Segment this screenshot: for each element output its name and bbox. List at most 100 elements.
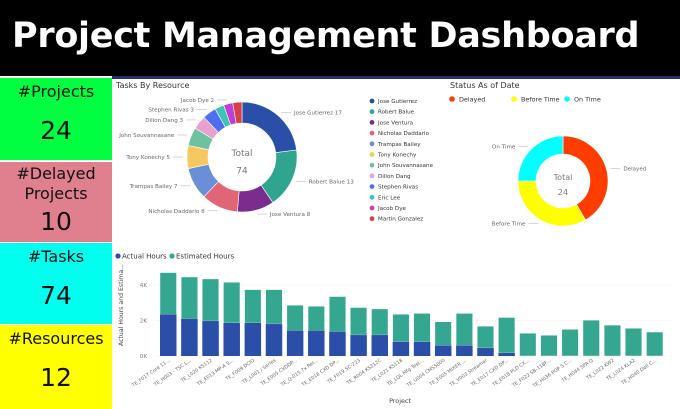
- bar-estimated-hours: [350, 307, 368, 336]
- legend-item: Martin Gonzalez: [378, 217, 423, 223]
- tasks-data-label: Jacob Dye 2: [180, 98, 214, 104]
- x-axis-label: Project: [389, 397, 411, 405]
- bar-actual-hours: [413, 341, 431, 356]
- x-tick-label: TE_E005 MIXER ...: [428, 358, 468, 388]
- bar-actual-hours: [456, 345, 473, 356]
- kpi-value: 24: [40, 116, 72, 145]
- legend-marker: [369, 162, 375, 168]
- bar-estimated-hours: [477, 325, 494, 349]
- legend-marker: [369, 141, 375, 147]
- legend-item: Robert Balue: [378, 110, 415, 116]
- status-center-value: 24: [558, 188, 568, 197]
- tasks-slice: [241, 101, 297, 154]
- x-tick-label: TE_E013 MP-A S...: [195, 358, 235, 388]
- bar-estimated-hours: [223, 282, 241, 324]
- x-tick-label: TE_F019 SC-223: [325, 358, 361, 386]
- bar-estimated-hours: [244, 289, 262, 324]
- status-center-label: Total: [553, 173, 573, 182]
- bar-actual-hours: [392, 341, 410, 356]
- bar-estimated-hours: [180, 276, 198, 319]
- bar-actual-hours: [160, 314, 177, 356]
- tasks-data-label: Trampas Bailey 7: [129, 184, 178, 190]
- tasks-data-label: Robert Balue 13: [309, 179, 354, 185]
- tasks-data-label: Jose Gutierrez 17: [293, 111, 342, 117]
- x-tick-label: TE_R004 KS212C: [345, 357, 383, 386]
- legend-marker: [369, 194, 375, 200]
- legend-item: Actual Hours: [122, 253, 167, 261]
- bar-estimated-hours: [159, 272, 177, 315]
- status-data-label: Delayed: [623, 166, 646, 172]
- legend-marker: [369, 173, 375, 179]
- legend-item: Estimated Hours: [176, 253, 234, 261]
- legend-item: Nicholas Daddario: [378, 131, 430, 137]
- tasks-data-label: Nicholas Daddario 8: [148, 209, 205, 215]
- bar-actual-hours: [329, 331, 346, 356]
- bar-estimated-hours: [265, 289, 283, 325]
- kpi-label: #Tasks: [27, 247, 85, 266]
- legend-item: Delayed: [459, 96, 485, 104]
- tasks-center-value: 74: [236, 166, 248, 176]
- kpi-value: 12: [40, 363, 72, 392]
- bar-actual-hours: [371, 335, 388, 356]
- x-tick-label: TE_U004 CMS5000: [405, 358, 446, 389]
- bar-actual-hours: [223, 322, 240, 356]
- chart-title: Tasks By Resource: [115, 81, 190, 90]
- bar-estimated-hours: [371, 308, 389, 336]
- x-tick-label: TE_V003 Streamer: [448, 358, 489, 389]
- bar-actual-hours: [498, 352, 515, 356]
- legend-item: Jose Gutierrez: [377, 99, 417, 105]
- bar-estimated-hours: [498, 317, 516, 354]
- x-tick-label: TE_E018 PLD CX...: [491, 358, 531, 389]
- tasks-data-label: Stephen Rivas 3: [148, 108, 194, 114]
- bar-actual-hours: [477, 348, 494, 356]
- bar-actual-hours: [181, 318, 198, 356]
- bar-actual-hours: [434, 345, 452, 356]
- divider: [112, 76, 680, 79]
- page-title: Project Management Dashboard: [12, 16, 640, 56]
- kpi-tile-2: #Tasks 74: [0, 243, 112, 324]
- bar-actual-hours: [308, 330, 325, 356]
- chart-title: Status As of Date: [450, 81, 520, 90]
- y-tick-label: 2K: [140, 319, 148, 325]
- legend-marker: [369, 109, 375, 115]
- bar-actual-hours: [202, 321, 219, 356]
- status-slice: [517, 135, 564, 182]
- legend-item: Tony Konechy: [377, 153, 417, 159]
- x-tick-label: TE_H040 Dell C...: [620, 358, 658, 387]
- x-tick-label: TE_LQL Mfg Test...: [385, 358, 425, 388]
- legend-marker: [115, 253, 121, 259]
- legend-marker: [369, 130, 375, 136]
- kpi-tile-1: #Delayed Projects 10: [0, 162, 112, 242]
- legend-marker: [369, 216, 375, 222]
- bar-actual-hours: [286, 330, 304, 356]
- legend-item: Stephen Rivas: [378, 185, 418, 191]
- legend-item: On Time: [574, 96, 601, 104]
- y-axis-label: Actual Hours and Estima...: [118, 264, 125, 346]
- bar-actual-hours: [265, 324, 283, 356]
- tasks-center-label: Total: [230, 149, 252, 159]
- status-data-label: On Time: [492, 144, 516, 150]
- legend-marker: [369, 120, 375, 125]
- x-tick-label: TE_E005 CXDDP...: [259, 358, 298, 388]
- bar-estimated-hours: [561, 329, 579, 357]
- bar-estimated-hours: [307, 306, 325, 331]
- bar-actual-hours: [244, 322, 262, 356]
- kpi-label: #Resources: [8, 329, 104, 348]
- legend-item: Trampas Bailey: [377, 142, 421, 148]
- bar-estimated-hours: [603, 324, 621, 357]
- kpi-tile-3: #Resources 12: [0, 325, 112, 409]
- bar-estimated-hours: [434, 321, 452, 346]
- legend-item: Jose Ventura: [377, 120, 413, 126]
- bar-estimated-hours: [625, 328, 642, 357]
- bar-estimated-hours: [455, 313, 473, 346]
- legend-marker: [369, 205, 375, 211]
- legend-item: Jacob Dye: [377, 206, 407, 212]
- x-tick-label: TE_F022 SB-118F...: [510, 358, 552, 390]
- kpi-value: 74: [40, 281, 72, 310]
- bar-estimated-hours: [519, 333, 537, 357]
- bar-estimated-hours: [413, 313, 431, 342]
- x-tick-label: TE_H036 POP S C...: [531, 358, 573, 390]
- tasks-slice: [232, 101, 243, 124]
- bar-actual-hours: [350, 335, 367, 356]
- legend-marker: [564, 96, 570, 102]
